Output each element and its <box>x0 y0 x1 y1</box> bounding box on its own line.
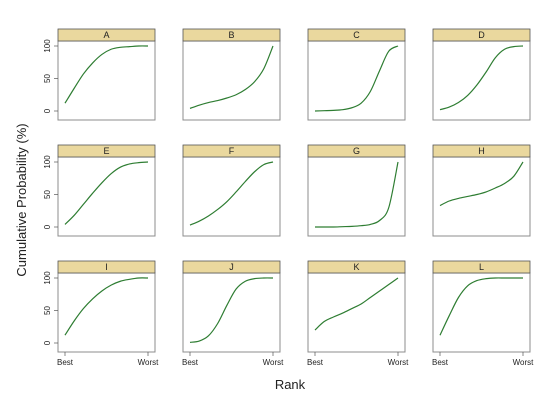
panel-label: L <box>479 262 484 272</box>
panel-frame <box>57 40 156 121</box>
cumulative-line <box>439 277 523 336</box>
panel-b: B <box>182 28 281 121</box>
cumulative-line <box>314 45 399 112</box>
panel-frame <box>307 40 406 121</box>
panel-label: K <box>353 262 359 272</box>
x-tick-label: Worst <box>138 358 160 367</box>
cumulative-line <box>439 161 524 207</box>
cumulative-line <box>189 161 274 226</box>
panel-strip <box>57 144 156 158</box>
y-tick-label: 50 <box>43 306 52 315</box>
x-tick-label: Best <box>432 358 449 367</box>
panel-frame <box>307 272 406 353</box>
x-axis-title: Rank <box>275 377 306 392</box>
cumulative-line <box>64 277 149 336</box>
cumulative-line <box>64 45 149 104</box>
panel-g: G <box>307 144 406 237</box>
panel-strip <box>182 260 281 274</box>
cumulative-line <box>189 277 274 343</box>
panel-strip <box>307 144 406 158</box>
panel-label: F <box>229 146 235 156</box>
panel-label: B <box>228 30 234 40</box>
panel-a: A 0 50 100 <box>43 28 156 121</box>
panel-frame <box>182 156 281 237</box>
x-tick-label: Worst <box>513 358 535 367</box>
panel-strip <box>182 144 281 158</box>
x-tick-label: Best <box>57 358 74 367</box>
cumulative-line <box>314 161 399 228</box>
x-tick-label: Worst <box>388 358 410 367</box>
panel-strip <box>307 260 406 274</box>
y-tick-label: 50 <box>43 74 52 83</box>
x-tick-label: Worst <box>263 358 285 367</box>
panel-e: E 0 50 100 <box>43 144 156 237</box>
panel-strip <box>432 144 531 158</box>
panel-d: D <box>432 28 531 121</box>
cumulative-line <box>189 45 274 109</box>
panel-frame <box>57 272 156 353</box>
panel-grid: A 0 50 100 B C D E 0 50 100 F G H I 0 50 100 Best Worst J Bes… <box>43 28 535 367</box>
panel-frame <box>57 156 156 237</box>
panel-label: E <box>103 146 109 156</box>
panel-strip <box>182 28 281 42</box>
panel-k: K Best Worst <box>307 260 410 367</box>
panel-f: F <box>182 144 281 237</box>
panel-strip <box>432 260 531 274</box>
panel-l: L Best Worst <box>432 260 535 367</box>
y-tick-label: 100 <box>43 39 52 53</box>
x-tick-label: Best <box>182 358 199 367</box>
panel-frame <box>432 272 531 353</box>
cumulative-line <box>314 277 399 331</box>
panel-label: C <box>353 30 360 40</box>
panel-label: D <box>478 30 485 40</box>
panel-frame <box>432 156 531 237</box>
panel-frame <box>182 40 281 121</box>
y-tick-label: 0 <box>43 224 52 229</box>
panel-label: A <box>103 30 109 40</box>
y-tick-label: 0 <box>43 108 52 113</box>
panel-strip <box>57 28 156 42</box>
panel-j: J Best Worst <box>182 260 285 367</box>
y-tick-label: 100 <box>43 271 52 285</box>
panel-strip <box>307 28 406 42</box>
y-tick-label: 0 <box>43 340 52 345</box>
panel-strip <box>57 260 156 274</box>
panel-label: H <box>478 146 485 156</box>
y-tick-label: 50 <box>43 190 52 199</box>
panel-i: I 0 50 100 Best Worst <box>43 260 160 367</box>
cumulative-line <box>439 45 524 111</box>
panel-label: J <box>229 262 234 272</box>
panel-label: G <box>353 146 360 156</box>
panel-strip <box>432 28 531 42</box>
panel-c: C <box>307 28 406 121</box>
panel-h: H <box>432 144 531 237</box>
panel-frame <box>307 156 406 237</box>
panel-label: I <box>105 262 108 272</box>
y-tick-label: 100 <box>43 155 52 169</box>
y-axis-title: Cumulative Probability (%) <box>14 123 29 276</box>
cumulative-line <box>64 161 149 225</box>
x-tick-label: Best <box>307 358 324 367</box>
panel-frame <box>182 272 281 353</box>
